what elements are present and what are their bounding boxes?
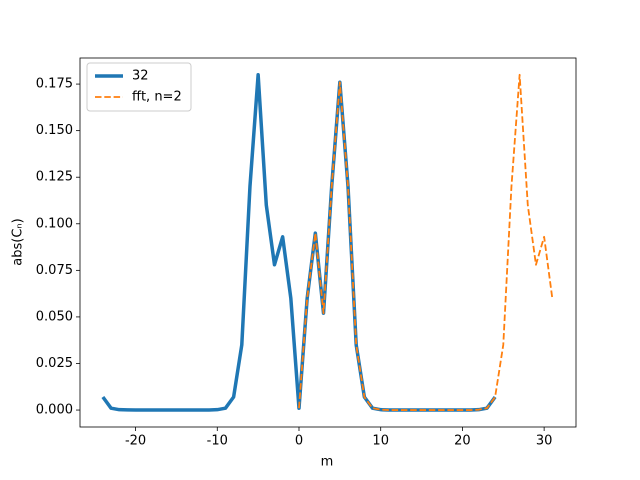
x-axis-label: m (321, 455, 334, 470)
y-axis-label: abs(Cₙ) (11, 218, 26, 265)
y-tick-label: 0.000 (36, 403, 73, 418)
x-tick-label: 0 (295, 434, 303, 449)
x-tick-label: -20 (125, 434, 146, 449)
x-tick-label: 30 (536, 434, 553, 449)
data-line (298, 73, 554, 411)
y-tick-label: 0.100 (36, 216, 73, 231)
legend-label: 32 (132, 69, 149, 84)
axes-frame (79, 57, 577, 428)
legend-label: fft, n=2 (132, 90, 182, 105)
data-line (101, 73, 497, 412)
x-tick-label: 20 (454, 434, 471, 449)
x-tick-label: 10 (372, 434, 389, 449)
x-tick-label: -10 (207, 434, 228, 449)
y-tick-label: 0.125 (36, 170, 73, 185)
y-tick-label: 0.075 (36, 263, 73, 278)
y-tick-label: 0.050 (36, 309, 73, 324)
y-tick-label: 0.150 (36, 123, 73, 138)
y-tick-label: 0.025 (36, 356, 73, 371)
y-tick-label: 0.175 (36, 77, 73, 92)
